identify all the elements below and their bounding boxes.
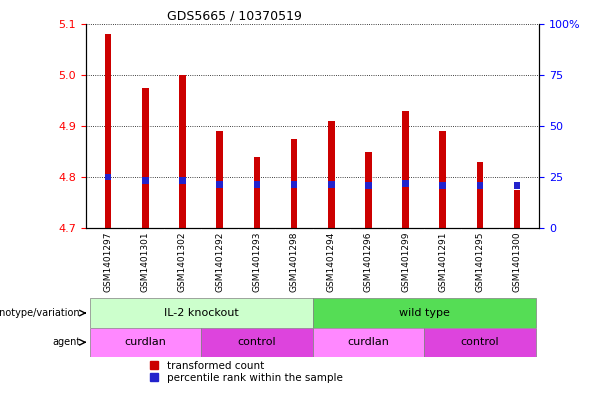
Bar xyxy=(142,177,149,184)
Bar xyxy=(291,139,297,228)
Bar xyxy=(105,34,112,228)
Bar xyxy=(216,131,223,228)
Text: GSM1401292: GSM1401292 xyxy=(215,232,224,292)
Bar xyxy=(313,328,424,357)
Text: GSM1401302: GSM1401302 xyxy=(178,232,187,292)
Text: GSM1401291: GSM1401291 xyxy=(438,232,447,292)
Bar xyxy=(254,182,260,188)
Bar xyxy=(201,328,313,357)
Bar xyxy=(328,121,335,228)
Bar xyxy=(402,110,409,228)
Bar xyxy=(254,157,260,228)
Bar xyxy=(142,88,149,228)
Bar xyxy=(440,131,446,228)
Text: GSM1401297: GSM1401297 xyxy=(104,232,113,292)
Bar xyxy=(440,182,446,189)
Bar xyxy=(514,182,520,189)
Text: GDS5665 / 10370519: GDS5665 / 10370519 xyxy=(167,9,302,22)
Bar xyxy=(179,177,186,184)
Text: agent: agent xyxy=(52,337,80,347)
Text: GSM1401300: GSM1401300 xyxy=(512,232,522,292)
Bar xyxy=(365,151,371,228)
Legend: transformed count, percentile rank within the sample: transformed count, percentile rank withi… xyxy=(150,360,343,383)
Bar xyxy=(313,298,536,328)
Text: GSM1401293: GSM1401293 xyxy=(253,232,261,292)
Text: curdlan: curdlan xyxy=(124,337,166,347)
Bar xyxy=(105,174,112,180)
Text: GSM1401301: GSM1401301 xyxy=(141,232,150,292)
Bar xyxy=(402,180,409,187)
Bar xyxy=(365,182,371,189)
Text: control: control xyxy=(460,337,499,347)
Bar xyxy=(424,328,536,357)
Bar xyxy=(291,182,297,188)
Bar xyxy=(514,190,520,228)
Text: curdlan: curdlan xyxy=(348,337,389,347)
Text: control: control xyxy=(238,337,276,347)
Text: GSM1401294: GSM1401294 xyxy=(327,232,336,292)
Text: wild type: wild type xyxy=(398,308,449,318)
Bar xyxy=(89,328,201,357)
Bar xyxy=(179,75,186,228)
Bar xyxy=(476,162,483,228)
Text: GSM1401298: GSM1401298 xyxy=(289,232,299,292)
Bar xyxy=(89,298,313,328)
Text: GSM1401299: GSM1401299 xyxy=(401,232,410,292)
Bar xyxy=(216,182,223,188)
Text: IL-2 knockout: IL-2 knockout xyxy=(164,308,238,318)
Bar xyxy=(328,182,335,188)
Text: GSM1401295: GSM1401295 xyxy=(476,232,484,292)
Bar xyxy=(476,182,483,189)
Text: GSM1401296: GSM1401296 xyxy=(364,232,373,292)
Text: genotype/variation: genotype/variation xyxy=(0,308,80,318)
